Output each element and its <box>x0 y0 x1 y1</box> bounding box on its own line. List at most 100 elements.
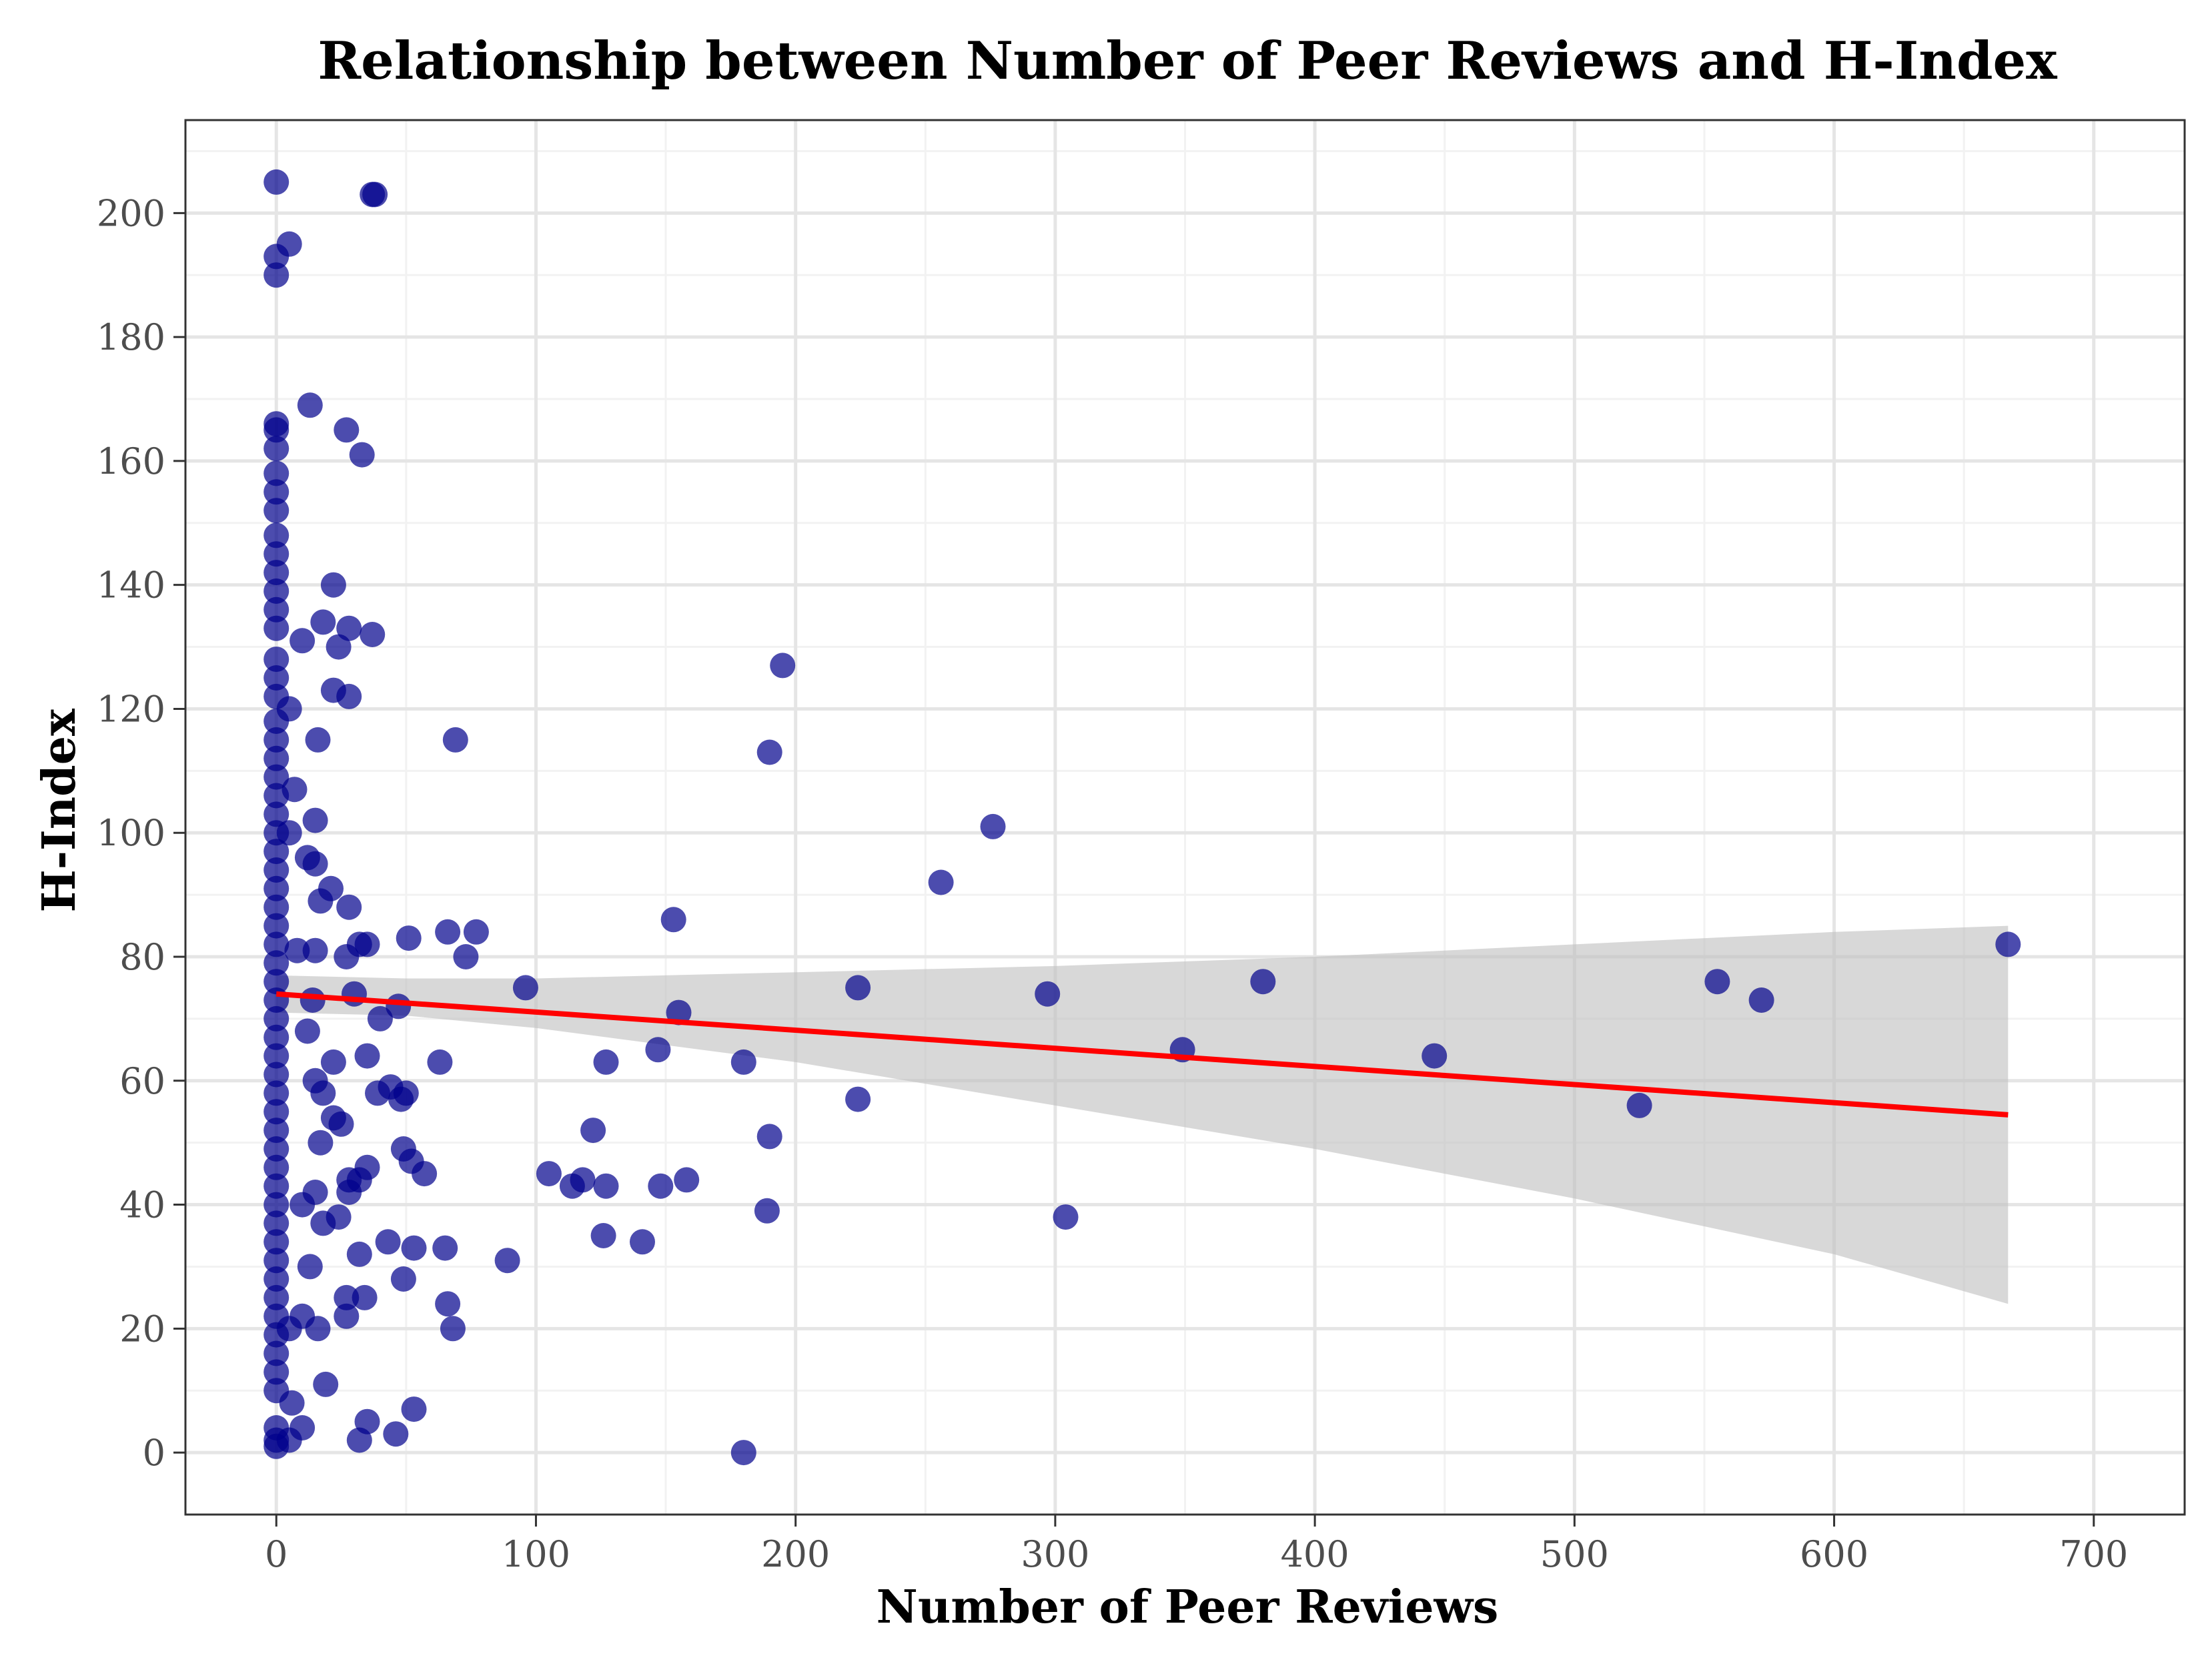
data-point <box>630 1229 655 1255</box>
data-point <box>263 541 290 567</box>
data-point <box>383 1421 409 1447</box>
data-point <box>362 181 388 207</box>
data-point <box>263 875 290 901</box>
data-point <box>570 1167 596 1193</box>
data-point <box>334 1284 360 1310</box>
x-tick-label: 100 <box>502 1533 570 1575</box>
y-tick-label: 180 <box>97 316 165 358</box>
data-point <box>305 1316 331 1342</box>
data-point <box>328 1111 354 1137</box>
data-point <box>263 764 290 790</box>
y-tick-label: 140 <box>97 564 165 606</box>
data-point <box>1995 931 2021 957</box>
data-point <box>263 498 290 524</box>
data-point <box>263 460 290 486</box>
data-point <box>263 745 290 771</box>
plot-panel <box>184 119 2186 1516</box>
data-point <box>263 522 290 548</box>
trend-line <box>275 991 2009 1118</box>
data-point <box>512 975 538 1001</box>
data-point <box>263 596 290 622</box>
data-point <box>342 981 367 1007</box>
data-point <box>263 262 290 288</box>
data-point <box>326 634 352 660</box>
data-point <box>320 572 346 598</box>
data-point <box>263 578 290 604</box>
data-point <box>263 1266 290 1292</box>
data-point <box>297 392 323 418</box>
y-tick-label: 160 <box>97 440 165 482</box>
data-point <box>263 894 290 920</box>
data-point <box>346 1427 372 1453</box>
data-point <box>320 1049 346 1075</box>
data-point <box>590 1223 616 1248</box>
data-point <box>401 1396 427 1422</box>
data-point <box>263 1284 290 1310</box>
data-point <box>1626 1092 1652 1118</box>
data-point <box>263 479 290 505</box>
data-point <box>263 1192 290 1218</box>
data-point <box>1748 987 1774 1013</box>
data-point <box>263 801 290 827</box>
data-point <box>334 944 360 969</box>
data-point <box>276 1427 302 1453</box>
data-point <box>263 1340 290 1366</box>
data-point <box>674 1167 700 1193</box>
y-tick-label: 20 <box>119 1308 165 1350</box>
data-point <box>845 1086 871 1112</box>
data-point <box>290 628 316 654</box>
data-point <box>334 1303 360 1329</box>
data-point <box>396 925 422 951</box>
data-point <box>263 969 290 995</box>
data-point <box>494 1248 520 1274</box>
data-point <box>263 244 290 270</box>
data-point <box>666 999 692 1025</box>
data-point <box>310 1080 336 1106</box>
data-point <box>432 1235 458 1261</box>
data-point <box>263 931 290 957</box>
data-point <box>263 1005 290 1031</box>
data-point <box>354 1043 380 1069</box>
data-point <box>354 931 380 957</box>
data-point <box>279 1390 305 1416</box>
data-point <box>308 1130 334 1156</box>
data-point <box>263 709 290 734</box>
data-point <box>393 1080 419 1106</box>
data-point <box>440 1316 466 1342</box>
data-point <box>263 1118 290 1144</box>
data-point <box>412 1161 438 1187</box>
data-point <box>1704 969 1730 995</box>
data-point <box>263 857 290 883</box>
data-point <box>263 1210 290 1236</box>
data-point <box>660 907 686 933</box>
data-point <box>730 1440 756 1466</box>
data-point <box>284 937 310 963</box>
x-tick-label: 0 <box>265 1533 288 1575</box>
data-point <box>336 894 362 920</box>
data-point <box>294 1018 320 1044</box>
data-point <box>263 417 290 443</box>
data-points <box>263 169 2021 1466</box>
data-point <box>263 1248 290 1274</box>
data-point <box>300 987 326 1013</box>
data-point <box>375 1229 401 1255</box>
data-point <box>263 1136 290 1162</box>
data-point <box>360 622 386 647</box>
data-point <box>310 609 336 635</box>
data-point <box>336 683 362 709</box>
data-point <box>346 1241 372 1267</box>
data-point <box>354 1154 380 1180</box>
data-point <box>593 1049 619 1075</box>
y-tick-label: 200 <box>97 192 165 234</box>
y-axis-title: H-Index <box>33 709 86 913</box>
data-point <box>263 1229 290 1255</box>
data-point <box>463 919 489 945</box>
data-point <box>367 1005 393 1031</box>
data-point <box>305 727 331 753</box>
y-tick-label: 100 <box>97 812 165 854</box>
x-tick-label: 400 <box>1281 1533 1349 1575</box>
data-point <box>302 937 328 963</box>
data-point <box>302 807 328 833</box>
data-point <box>435 1291 461 1317</box>
